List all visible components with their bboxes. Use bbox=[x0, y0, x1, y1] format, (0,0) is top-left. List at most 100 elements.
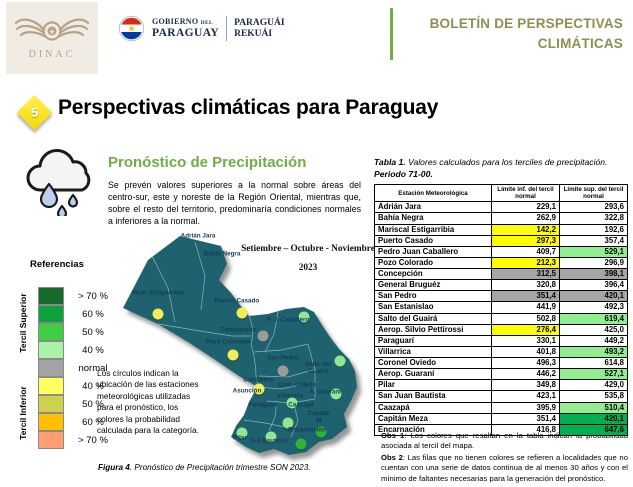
station-cell: Aerop. Guaraní bbox=[374, 368, 492, 381]
limit-sup-cell: 614,8 bbox=[559, 356, 628, 370]
station-cell: Villarrica bbox=[374, 345, 492, 359]
table-row: Encarnación 416,8 647,6 bbox=[374, 423, 628, 436]
limit-inf-cell: 262,9 bbox=[491, 212, 560, 225]
table-title: Tabla 1. Valores calculados para los ter… bbox=[374, 156, 628, 181]
station-label: Pilar bbox=[233, 434, 247, 442]
season-months: Setiembre – Octubre - Noviembre bbox=[241, 244, 375, 254]
legend-swatch bbox=[38, 412, 64, 431]
rain-cloud-icon bbox=[20, 146, 98, 221]
dinac-wings-icon: ★ bbox=[14, 18, 90, 41]
dinac-label: DINAC bbox=[28, 49, 76, 60]
station-dot bbox=[282, 417, 294, 429]
limit-sup-cell: 396,4 bbox=[559, 279, 628, 292]
station-dot bbox=[257, 330, 269, 342]
svg-text:★: ★ bbox=[49, 28, 55, 36]
station-dot bbox=[236, 427, 248, 439]
table-subtitle: Periodo 71-00. bbox=[374, 169, 433, 180]
station-dot bbox=[277, 365, 289, 377]
page-title: Perspectivas climáticas para Paraguay bbox=[58, 96, 439, 119]
gov-line1: GOBIERNO bbox=[152, 17, 199, 27]
station-dot bbox=[330, 388, 342, 400]
table-row: San Pedro 351,4 420,1 bbox=[374, 290, 628, 303]
legend-label: 40 % bbox=[82, 344, 104, 356]
table-row: Mariscal Estigarribia 142,2 192,6 bbox=[374, 223, 628, 236]
legend-item: normal bbox=[38, 358, 120, 377]
station-label: Pozo Colorado bbox=[205, 338, 251, 346]
legend-swatch bbox=[38, 394, 64, 413]
station-label: Villarrica bbox=[276, 392, 304, 400]
legend: Tercil Superior Tercil Inferior > 70 % 60… bbox=[14, 286, 120, 449]
station-dot bbox=[315, 426, 327, 438]
gov-line2: PARAGUAY bbox=[152, 26, 220, 39]
limit-sup-cell: 529,1 bbox=[559, 245, 628, 258]
gobierno-paraguay-logo: ★ GOBIERNO DEL PARAGUAY PARAGUÁI REKUÁI bbox=[118, 15, 285, 42]
dinac-logo: ★ DINAC bbox=[6, 2, 98, 74]
station-label: P. J. Caballero bbox=[266, 316, 310, 324]
station-label: Concepción bbox=[219, 326, 257, 334]
legend-swatch bbox=[38, 286, 64, 305]
obs1-text: : Los colores que resaltan en la tabla i… bbox=[381, 431, 628, 451]
season-label: Setiembre – Octubre - Noviembre 2023 bbox=[237, 244, 379, 273]
station-label: Salto del Guairá bbox=[304, 361, 332, 375]
figure-caption: Figura 4. Pronóstico de Precipitación tr… bbox=[98, 463, 311, 472]
limit-inf-cell: 351,4 bbox=[491, 290, 560, 303]
map-note: Los círculos indican la ubicación de las… bbox=[97, 368, 199, 436]
legend-lower-group-label: Tercil Inferior bbox=[18, 386, 28, 440]
table-row: Capitán Meza 351,4 420,1 bbox=[374, 412, 628, 425]
station-cell: San Estanislao bbox=[374, 301, 492, 314]
station-label: Puerto Casado bbox=[214, 297, 260, 305]
table-row: Paraguarí 330,1 449,2 bbox=[374, 334, 628, 347]
station-dot bbox=[286, 397, 298, 409]
station-cell: Pedro Juan Caballero bbox=[374, 245, 492, 258]
station-label: San Pedro bbox=[267, 354, 299, 362]
limit-sup-cell: 293,6 bbox=[559, 201, 628, 214]
forecast-body: Se prevén valores superiores a la normal… bbox=[108, 180, 361, 227]
station-label: Paraguarí bbox=[248, 401, 278, 409]
legend-item: 40 % bbox=[38, 376, 120, 395]
station-label: Bahía Negra bbox=[203, 250, 241, 258]
legend-swatch bbox=[38, 322, 64, 341]
limit-inf-cell: 276,4 bbox=[491, 323, 560, 336]
figure-caption-label: Figura 4 bbox=[98, 463, 130, 472]
limit-inf-cell: 423,1 bbox=[491, 390, 560, 403]
station-cell: Pilar bbox=[374, 379, 492, 392]
limit-inf-cell: 212,3 bbox=[491, 256, 560, 270]
table-row: Aerop. Silvio Pettirossi 276,4 425,0 bbox=[374, 323, 628, 336]
limit-sup-cell: 647,6 bbox=[559, 423, 628, 436]
station-label: Capitán M bbox=[307, 410, 331, 424]
bulletin-title: BOLETÍN DE PERSPECTIVAS CLIMÁTICAS bbox=[390, 8, 625, 60]
season-year: 2023 bbox=[298, 263, 318, 273]
obs1: Obs 1: Los colores que resaltan en la ta… bbox=[381, 431, 628, 452]
station-cell: Paraguarí bbox=[374, 334, 492, 347]
limit-inf-cell: 416,8 bbox=[491, 423, 560, 436]
station-cell: Aerop. Silvio Pettirossi bbox=[374, 323, 492, 336]
legend-item: > 70 % bbox=[38, 286, 120, 305]
legend-label: > 70 % bbox=[78, 434, 108, 446]
limit-sup-cell: 510,4 bbox=[559, 401, 628, 414]
station-label: Cordillera bbox=[243, 376, 273, 384]
forecast-heading: Pronóstico de Precipitación bbox=[108, 154, 307, 171]
station-label: S.J Bautista bbox=[250, 437, 288, 445]
limit-sup-cell: 296,9 bbox=[559, 256, 628, 270]
col-header-sup: Límite sup. del tercil normal bbox=[559, 183, 628, 203]
limit-sup-cell: 449,2 bbox=[559, 334, 628, 347]
limit-inf-cell: 395,9 bbox=[491, 401, 560, 414]
station-label: Cnel. Oviedo bbox=[277, 381, 317, 389]
limit-sup-cell: 527,1 bbox=[559, 368, 628, 381]
limit-inf-cell: 142,2 bbox=[491, 223, 560, 236]
table-row: Adrián Jara 229,1 293,6 bbox=[374, 201, 628, 214]
bulletin-line2: CLIMÁTICAS bbox=[537, 36, 623, 51]
limit-sup-cell: 429,0 bbox=[559, 379, 628, 392]
limit-inf-cell: 349,8 bbox=[491, 379, 560, 392]
limit-sup-cell: 619,4 bbox=[559, 312, 628, 325]
legend-item: > 70 % bbox=[38, 430, 120, 449]
limit-inf-cell: 229,1 bbox=[491, 201, 560, 214]
legend-item: 40 % bbox=[38, 340, 120, 359]
limit-sup-cell: 420,1 bbox=[559, 412, 628, 425]
station-cell: Salto del Guairá bbox=[374, 312, 492, 325]
limit-sup-cell: 357,4 bbox=[559, 234, 628, 247]
station-cell: Caazapá bbox=[374, 401, 492, 414]
station-cell: Coronel Oviedo bbox=[374, 356, 492, 370]
limit-inf-cell: 320,8 bbox=[491, 279, 560, 292]
station-cell: Bahía Negra bbox=[374, 212, 492, 225]
